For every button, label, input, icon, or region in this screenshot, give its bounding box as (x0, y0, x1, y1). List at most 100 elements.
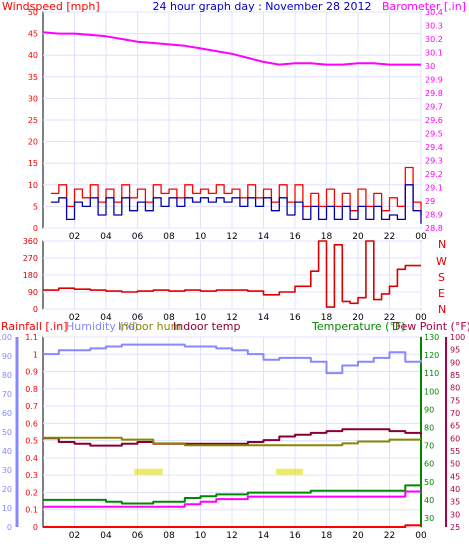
wind-x-tick: 22 (384, 232, 395, 242)
dir-y-tick: 360 (23, 237, 38, 246)
wind-x-tick: 00 (415, 232, 427, 242)
wind-y-tick: 35 (28, 73, 38, 82)
temp-x-tick: 22 (384, 531, 395, 541)
temp-x-tick: 12 (226, 531, 237, 541)
humidity-legend: Humidity (%) (66, 320, 138, 333)
baro-y-tick: 29.1 (425, 184, 443, 193)
dew-y-tick: 60 (450, 434, 460, 443)
wind-y-tick: 50 (28, 8, 38, 17)
tempf-y-tick: 40 (424, 496, 434, 505)
dew-y-tick: 95 (450, 346, 460, 355)
baro-y-tick: 30.3 (425, 22, 443, 31)
chart-title: 24 hour graph day : November 28 2012 (152, 0, 371, 13)
dewpoint-series-line (43, 490, 421, 508)
tempf-y-tick: 30 (424, 514, 434, 523)
wind-y-tick: 25 (28, 116, 38, 125)
dewpoint-legend: Dew Point (°F) (392, 320, 469, 333)
gust-series-line (50, 184, 422, 224)
baro-y-tick: 29.4 (425, 143, 443, 152)
windspeed-axis-title: Windspeed [mph] (2, 0, 100, 13)
tempf-y-tick: 130 (424, 333, 439, 342)
rainfall-legend: Rainfall [.in] (1, 320, 68, 333)
tempf-y-tick: 70 (424, 442, 434, 451)
rain-y-tick: 0.7 (25, 402, 38, 411)
hum-y-tick: 10 (2, 504, 12, 513)
indoor_hum-series-line (43, 436, 421, 447)
wind-y-tick: 45 (28, 30, 38, 39)
hum-y-tick: 20 (2, 485, 12, 494)
axes-layer: 02 04 06 08 10 12 14 16 18 20 22 000510152025303540… (0, 8, 465, 541)
dir-x-tick: 12 (226, 313, 237, 323)
rain-y-tick: 0.6 (25, 419, 38, 428)
hum-y-tick: 40 (2, 447, 12, 456)
temp-x-tick: 16 (289, 531, 301, 541)
rain-y-tick: 1 (33, 350, 38, 359)
wind-y-tick: 10 (28, 181, 38, 190)
dew-y-tick: 85 (450, 371, 460, 380)
dew-y-tick: 40 (450, 485, 460, 494)
indoor_temp-series-line (43, 428, 422, 447)
dir-x-tick: 04 (100, 313, 112, 323)
baro-y-tick: 30 (425, 62, 435, 71)
rain-y-tick: 0.8 (25, 385, 38, 394)
dir-x-tick: 18 (321, 313, 333, 323)
temp-x-tick: 04 (100, 531, 112, 541)
dew-y-tick: 25 (450, 523, 460, 532)
dir-x-tick: 00 (415, 313, 427, 323)
hum-y-tick: 80 (2, 371, 12, 380)
series-layer (42, 31, 422, 528)
wind-x-tick: 02 (69, 232, 80, 242)
barometer-axis-title: Barometer [.in] (382, 0, 466, 13)
baro-y-tick: 29.6 (425, 116, 443, 125)
wind-x-tick: 06 (132, 232, 144, 242)
dir-x-tick: 16 (289, 313, 301, 323)
hum-y-tick: 70 (2, 390, 12, 399)
temp-x-tick: 06 (132, 531, 144, 541)
rain-y-tick: 0 (33, 523, 38, 532)
dew-y-tick: 30 (450, 510, 460, 519)
temp-x-tick: 20 (352, 531, 364, 541)
dir-y-tick: 0 (33, 305, 38, 314)
dir-x-tick: 08 (163, 313, 175, 323)
wind-x-tick: 10 (195, 232, 207, 242)
baro-y-tick: 29.8 (425, 89, 443, 98)
baro-y-tick: 29.2 (425, 170, 443, 179)
hum-y-tick: 60 (2, 409, 12, 418)
baro-y-tick: 29.3 (425, 157, 443, 166)
tempf-y-tick: 50 (424, 478, 434, 487)
dir-x-tick: 06 (132, 313, 144, 323)
baro-y-tick: 28.8 (425, 224, 443, 233)
wind-x-tick: 16 (289, 232, 301, 242)
wind-x-tick: 18 (321, 232, 333, 242)
baro-y-tick: 29 (425, 197, 435, 206)
temp-x-tick: 02 (69, 531, 80, 541)
wind-y-tick: 20 (28, 138, 38, 147)
rain-y-tick: 0.1 (25, 506, 38, 515)
wind-x-tick: 12 (226, 232, 237, 242)
wind-y-tick: 15 (28, 159, 38, 168)
baro-y-tick: 30.4 (425, 8, 443, 17)
dir-series-line (43, 240, 421, 308)
dew-y-tick: 100 (450, 333, 465, 342)
compass-w: W (436, 255, 447, 268)
wind-y-tick: 0 (33, 224, 38, 233)
temp-x-tick: 00 (415, 531, 427, 541)
rainfall-series-line (43, 524, 421, 528)
dir-y-tick: 180 (23, 271, 38, 280)
tempf-y-tick: 120 (424, 351, 439, 360)
hum-y-tick: 50 (2, 428, 12, 437)
rain-y-tick: 0.9 (25, 368, 38, 377)
dew-y-tick: 65 (450, 422, 460, 431)
dir-y-tick: 270 (23, 254, 38, 263)
temperature-legend: Temperature (°F) (311, 320, 406, 333)
dew-y-tick: 70 (450, 409, 460, 418)
rain-y-tick: 1.1 (25, 333, 38, 342)
hum-y-tick: 0 (7, 523, 12, 532)
compass-s: S (438, 271, 445, 284)
temperature-series-line (43, 484, 421, 505)
solar-marker (276, 468, 303, 475)
indoor-hum-legend: Indoor hum (118, 320, 181, 333)
dew-y-tick: 80 (450, 384, 460, 393)
